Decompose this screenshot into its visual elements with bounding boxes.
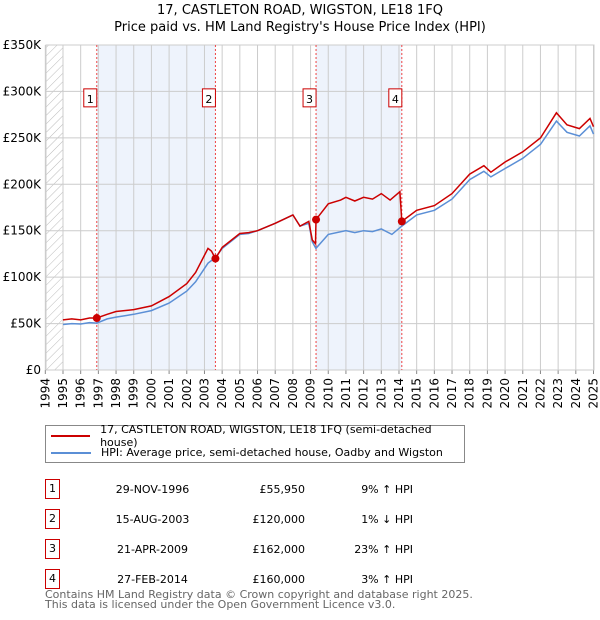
sale-point — [211, 254, 220, 263]
shaded-ownership-period — [96, 45, 216, 370]
sale-point — [92, 314, 101, 323]
plot-border — [45, 44, 595, 371]
x-tick-label: 2001 — [162, 378, 176, 409]
legend-label: HPI: Average price, semi-detached house,… — [101, 446, 443, 459]
sale-label-box: 4 — [388, 88, 403, 108]
y-tick-label: £250K — [3, 131, 43, 145]
x-tick-label: 2002 — [180, 378, 194, 409]
x-tick-label: 2014 — [392, 378, 406, 409]
sale-date: 29-NOV-1996 — [115, 482, 190, 496]
table-row: 2 15-AUG-2003 £120,000 1% ↓ HPI — [45, 504, 413, 534]
sale-number-badge: 4 — [45, 569, 60, 589]
sale-point — [312, 215, 321, 224]
shaded-ownership-period — [316, 45, 402, 370]
x-tick-label: 2015 — [410, 378, 424, 409]
footer-line: Contains HM Land Registry data © Crown c… — [45, 588, 473, 601]
sale-label-border — [302, 88, 317, 108]
price-chart: 1994 1995 1996 1997 1998 1999 2000 2001 2002 2003… — [3, 38, 600, 409]
hpi-diff: 3% ↑ HPI — [361, 572, 413, 586]
x-tick-label: 2024 — [569, 378, 583, 409]
sale-date: 15-AUG-2003 — [115, 512, 190, 526]
sale-label-box: 1 — [83, 88, 98, 108]
x-tick-label: 2019 — [480, 378, 494, 409]
table-row: 1 29-NOV-1996 £55,950 9% ↑ HPI — [45, 474, 413, 504]
hpi-diff: 1% ↓ HPI — [361, 512, 413, 526]
footer: Contains HM Land Registry data © Crown c… — [45, 588, 473, 611]
y-tick-label: £150K — [3, 224, 43, 238]
x-tick-label: 2009 — [304, 378, 318, 409]
x-tick-label: 2025 — [587, 378, 600, 409]
subtitle-line: Price paid vs. HM Land Registry's House … — [114, 20, 486, 35]
chart-title: 17, CASTLETON ROAD, WIGSTON, LE18 1FQ Pr… — [0, 2, 600, 36]
x-tick-label: 2017 — [445, 378, 459, 409]
hpi-diff: 23% ↑ HPI — [354, 542, 413, 556]
sale-label-box: 2 — [201, 88, 216, 108]
x-tick-label: 1994 — [38, 378, 52, 409]
table-row: 4 27-FEB-2014 £160,000 3% ↑ HPI — [45, 564, 413, 594]
sale-date: 21-APR-2009 — [116, 542, 189, 556]
y-tick-label: £100K — [3, 270, 43, 284]
sale-price: £55,950 — [259, 482, 306, 496]
sale-label-box: 3 — [302, 88, 317, 108]
sale-number-badge: 3 — [45, 539, 60, 559]
x-tick-label: 2011 — [339, 378, 353, 409]
sale-number-badge: 2 — [45, 509, 60, 529]
x-tick-label: 2020 — [498, 378, 512, 409]
y-tick-label: £300K — [3, 84, 43, 98]
legend-item-property: 17, CASTLETON ROAD, WIGSTON, LE18 1FQ (s… — [51, 423, 464, 449]
x-tick-label: 2016 — [427, 378, 441, 409]
sale-price: £162,000 — [252, 542, 306, 556]
hpi-line — [62, 119, 595, 326]
x-tick-label: 2007 — [268, 378, 282, 409]
x-tick-label: 2003 — [197, 378, 211, 409]
legend-item-hpi: HPI: Average price, semi-detached house,… — [51, 444, 443, 461]
x-tick-label: 1997 — [91, 378, 105, 409]
sale-label-number: 3 — [306, 93, 313, 106]
red-line-swatch — [51, 434, 91, 437]
sale-date: 27-FEB-2014 — [117, 572, 188, 586]
y-tick-label: £350K — [3, 38, 43, 52]
footer-line: This data is licensed under the Open Gov… — [45, 598, 396, 611]
title-line: 17, CASTLETON ROAD, WIGSTON, LE18 1FQ — [157, 3, 443, 18]
x-tick-label: 2021 — [516, 378, 530, 409]
x-tick-label: 2004 — [215, 378, 229, 409]
x-tick-label: 2013 — [374, 378, 388, 409]
x-tick-label: 1999 — [127, 378, 141, 409]
x-tick-label: 2018 — [463, 378, 477, 409]
x-tick-label: 2012 — [357, 378, 371, 409]
sale-label-border — [201, 88, 216, 108]
blue-line-swatch — [51, 451, 91, 454]
sale-label-border — [388, 88, 403, 108]
x-tick-label: 2022 — [533, 378, 547, 409]
sale-label-number: 1 — [87, 93, 94, 106]
x-tick-label: 2005 — [233, 378, 247, 409]
no-data-hatched-region — [46, 45, 63, 370]
x-tick-label: 2010 — [321, 378, 335, 409]
x-tick-label: 1996 — [74, 378, 88, 409]
hpi-diff: 9% ↑ HPI — [361, 482, 413, 496]
sales-table: 1 29-NOV-1996 £55,950 9% ↑ HPI 2 15-AUG-2… — [45, 474, 413, 594]
x-tick-label: 2008 — [286, 378, 300, 409]
sale-label-border — [83, 88, 98, 108]
y-tick-label: £50K — [10, 317, 42, 331]
property-price-line — [62, 111, 595, 321]
table-row: 3 21-APR-2009 £162,000 23% ↑ HPI — [45, 534, 413, 564]
legend-label: 17, CASTLETON ROAD, WIGSTON, LE18 1FQ (s… — [100, 422, 432, 449]
y-tick-label: £0 — [26, 363, 41, 377]
sale-price: £120,000 — [252, 512, 306, 526]
x-tick-label: 2023 — [551, 378, 565, 409]
x-tick-label: 1995 — [56, 378, 70, 409]
y-tick-label: £200K — [3, 177, 43, 191]
sale-label-number: 2 — [205, 93, 212, 106]
x-tick-label: 2000 — [144, 378, 158, 409]
sale-label-number: 4 — [392, 93, 399, 106]
sale-price: £160,000 — [252, 572, 306, 586]
sale-number-badge: 1 — [45, 479, 60, 499]
x-tick-label: 1998 — [109, 378, 123, 409]
x-tick-label: 2006 — [251, 378, 265, 409]
legend: 17, CASTLETON ROAD, WIGSTON, LE18 1FQ (s… — [45, 423, 465, 463]
sale-point — [397, 217, 406, 226]
